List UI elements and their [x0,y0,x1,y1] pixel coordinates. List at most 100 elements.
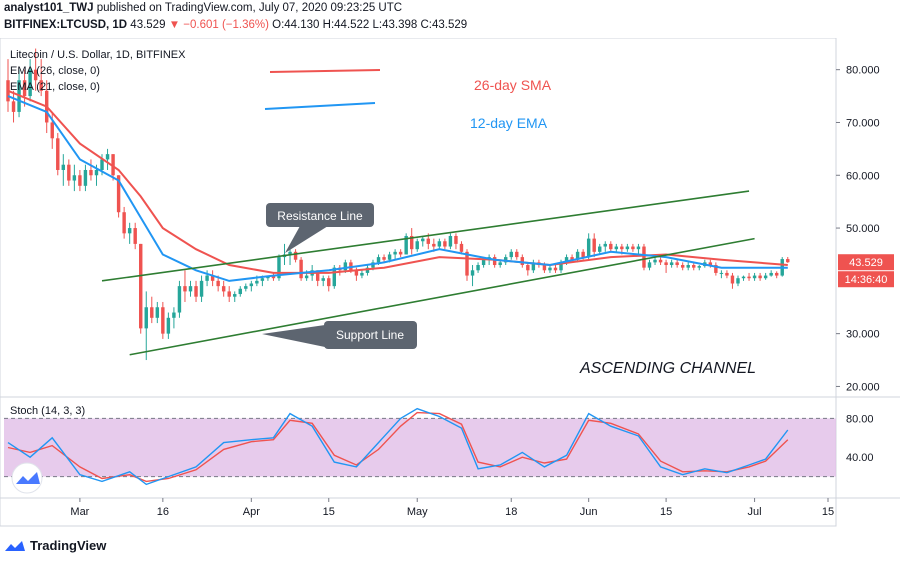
time-tick-label: Apr [243,506,260,518]
time-tick-label: 18 [505,506,517,518]
author-name[interactable]: analyst101_TWJ [4,2,94,14]
candle-body [631,246,635,250]
candle-body [56,138,60,170]
candle-body [725,272,729,276]
candle-body [758,275,762,279]
candle-body [404,235,408,255]
candle-body [127,228,132,234]
candle-body [625,246,630,250]
candle-body [658,259,663,263]
time-tick-label: Jul [748,506,762,518]
resistance-callout[interactable]: Resistance Line [266,203,374,253]
support-callout[interactable]: Support Line [262,321,417,349]
candle-body [719,272,724,274]
candle-body [675,262,679,266]
candle-body [354,270,359,276]
candle-body [111,154,115,176]
stoch-d-line [7,411,789,483]
candle-body [50,122,54,139]
candle-body [636,246,641,250]
candle-body [271,275,276,279]
candle-body [697,266,701,268]
candle-body [553,267,558,271]
candle-body [144,307,148,329]
price-tick-label: 50.000 [846,223,880,235]
candle-body [371,262,375,268]
candle-body [409,235,414,250]
tradingview-footer[interactable]: TradingView [4,538,106,553]
candle-body [293,251,298,260]
sma-annotation: 26-day SMA [474,77,552,93]
candle-body [603,243,607,247]
candle-body [642,246,646,268]
candle-body [177,286,182,313]
symbol-name: BITFINEX:LTCUSD, 1D [4,19,128,31]
candle-body [620,246,624,250]
countdown-tag-value: 14:36:40 [845,274,888,286]
candle-body [609,243,613,250]
price-tick-label: 70.000 [846,117,880,129]
time-tick-label: Jun [580,506,598,518]
candle-body [299,259,303,279]
candle-body [465,251,469,276]
candle-body [382,257,386,260]
candle-body [570,257,574,260]
candle-body [133,228,137,244]
candle-body [183,286,187,292]
ema-annotation: 12-day EMA [470,115,548,131]
publish-header: analyst101_TWJ published on TradingView.… [4,2,402,14]
candle-body [747,276,751,279]
stoch-k-line [7,407,789,486]
candle-body [221,286,226,292]
resistance-label: Resistance Line [277,209,363,223]
price-chart[interactable]: 80.000 70.000 60.000 50.000 30.000 20.000 80.… [0,38,900,528]
candle-body [515,251,519,258]
candle-body [22,80,27,97]
stoch-tick-label: 40.00 [846,452,874,464]
candle-body [360,272,364,276]
candle-body [150,307,154,318]
time-axis[interactable]: Mar 16 Apr 15 May 18 Jun 15 Jul 15 [70,498,834,518]
candle-body [122,212,126,234]
price-axis[interactable]: 80.000 70.000 60.000 50.000 30.000 20.000 [836,65,880,394]
resistance-channel-line [101,190,750,282]
price-tick-label: 80.000 [846,65,880,77]
candle-body [210,275,215,281]
candle-body [476,265,480,271]
candle-body [559,262,563,271]
candles-layer [6,48,790,361]
candle-body [686,265,690,268]
candle-body [94,169,99,176]
candle-body [321,278,325,281]
stoch-lines-layer [7,407,789,486]
candle-body [448,235,453,247]
stoch-logo[interactable] [11,462,43,494]
candle-body [415,241,419,250]
tradingview-brand: TradingView [30,538,107,553]
price-tick-label: 30.000 [846,329,880,341]
price-change: ▼ −0.601 (−1.36%) [168,19,269,31]
candle-body [205,275,209,281]
last-price-tag: 43.529 14:36:40 [838,254,894,288]
candle-body [139,243,143,329]
candle-body [664,262,668,266]
stoch-band [4,418,836,477]
candle-body [155,307,160,318]
candle-body [432,243,436,247]
ema-12-line [7,95,788,282]
candle-body [194,286,198,297]
legend-title: Litecoin / U.S. Dollar, 1D, BITFINEX [10,49,186,61]
candle-body [100,159,104,170]
candle-body [72,175,77,181]
candle-body [244,286,248,289]
candle-body [166,317,171,334]
stoch-axis: 80.00 40.00 [846,413,874,464]
candle-body [365,267,370,273]
candle-body [11,101,16,112]
candle-body [89,169,93,176]
candle-body [736,278,740,284]
candle-body [531,262,536,271]
last-price-tag-value: 43.529 [849,257,883,269]
candle-body [39,80,43,91]
sma-legend-swatch [269,69,381,73]
